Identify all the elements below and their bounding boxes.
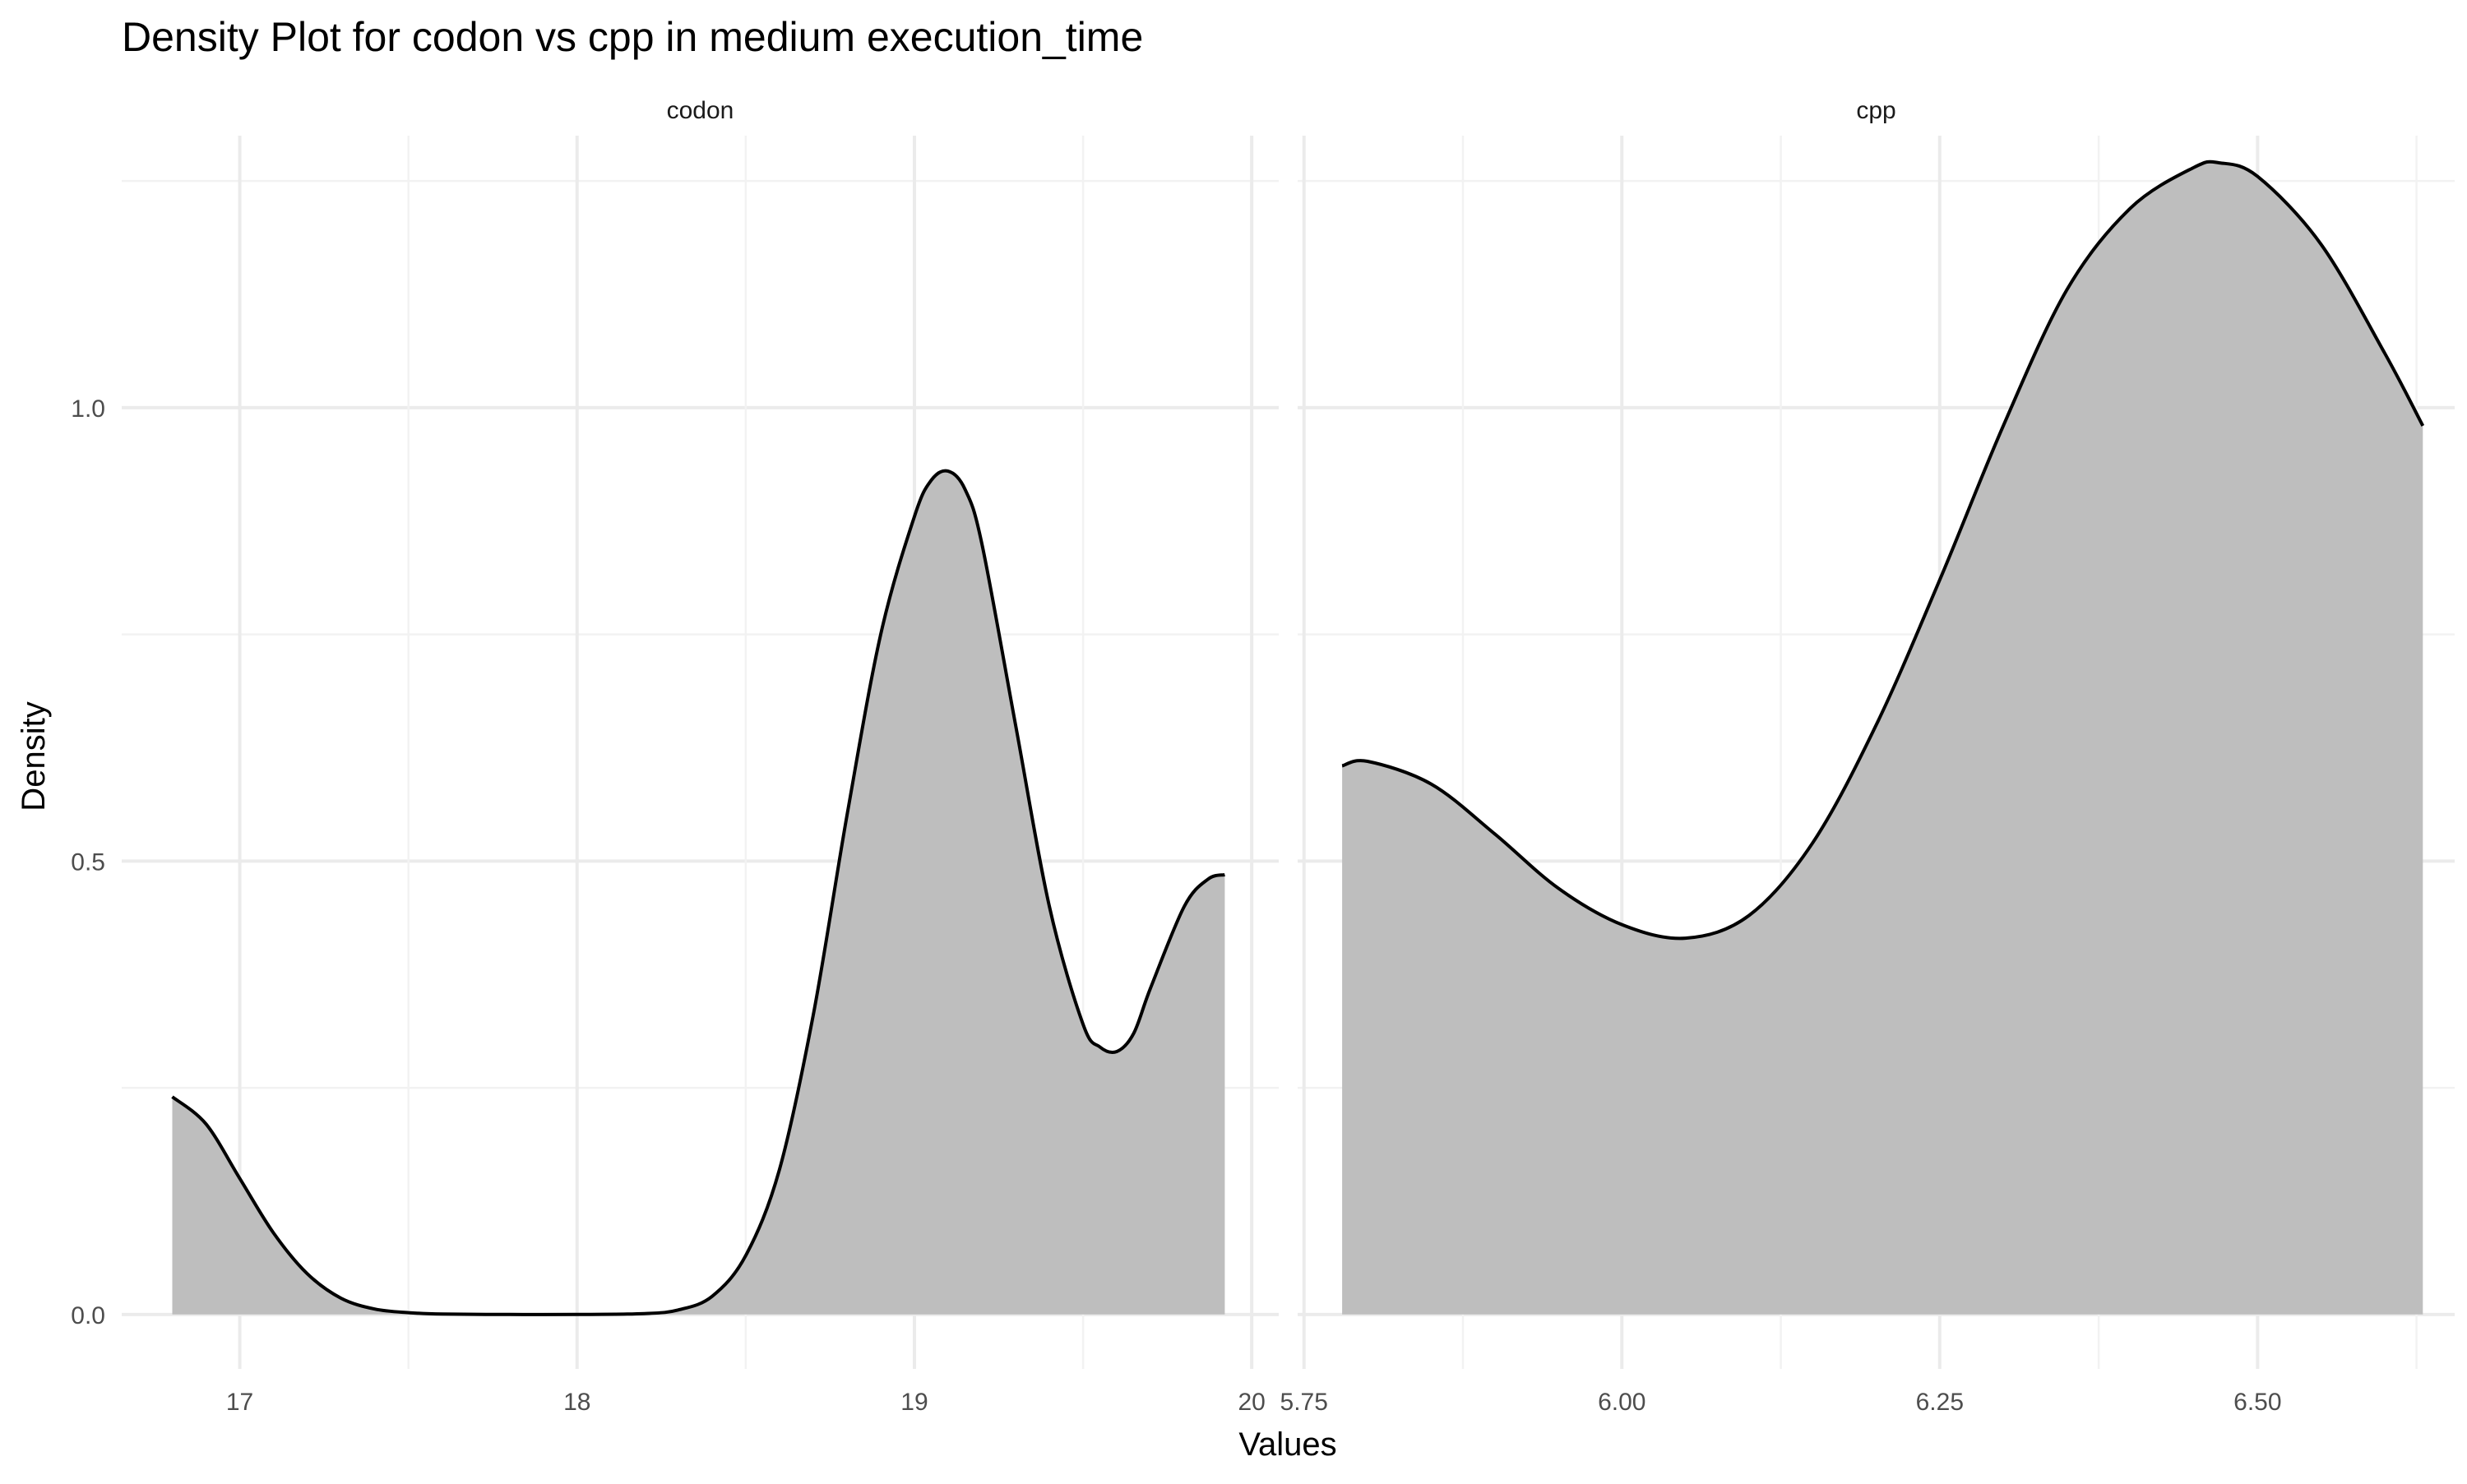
facet-panel-codon: codon 17 18 19 20 (122, 97, 1279, 1416)
density-line-codon (171, 469, 1225, 1316)
x-tick-label: 19 (900, 1389, 928, 1416)
x-tick-label: 6.50 (2233, 1389, 2281, 1416)
x-tick-labels-cpp: 5.75 6.00 6.25 6.50 (1280, 1389, 2282, 1416)
x-tick-label: 6.00 (1598, 1389, 1645, 1416)
y-axis-title: Density (16, 701, 52, 811)
x-tick-labels-codon: 17 18 19 20 (226, 1389, 1266, 1416)
density-area-codon (172, 470, 1225, 1315)
x-tick-label: 5.75 (1280, 1389, 1328, 1416)
chart-title: Density Plot for codon vs cpp in medium … (122, 14, 1143, 60)
density-line-cpp (1341, 159, 2425, 941)
x-tick-label: 18 (563, 1389, 590, 1416)
facet-label-codon: codon (667, 97, 734, 124)
grid-codon (122, 136, 1279, 1369)
facet-panel-cpp: cpp 5.75 6.00 6.25 6.50 (1280, 97, 2455, 1416)
y-tick-label: 0.5 (71, 848, 105, 876)
x-tick-label: 20 (1238, 1389, 1265, 1416)
y-tick-labels: 0.0 0.5 1.0 (71, 395, 105, 1329)
x-tick-label: 6.25 (1916, 1389, 1964, 1416)
y-tick-label: 1.0 (71, 395, 105, 423)
x-axis-title: Values (1238, 1426, 1336, 1463)
density-area-cpp (1342, 161, 2423, 1315)
x-tick-label: 17 (226, 1389, 253, 1416)
facet-label-cpp: cpp (1856, 97, 1895, 124)
y-tick-label: 0.0 (71, 1302, 105, 1329)
